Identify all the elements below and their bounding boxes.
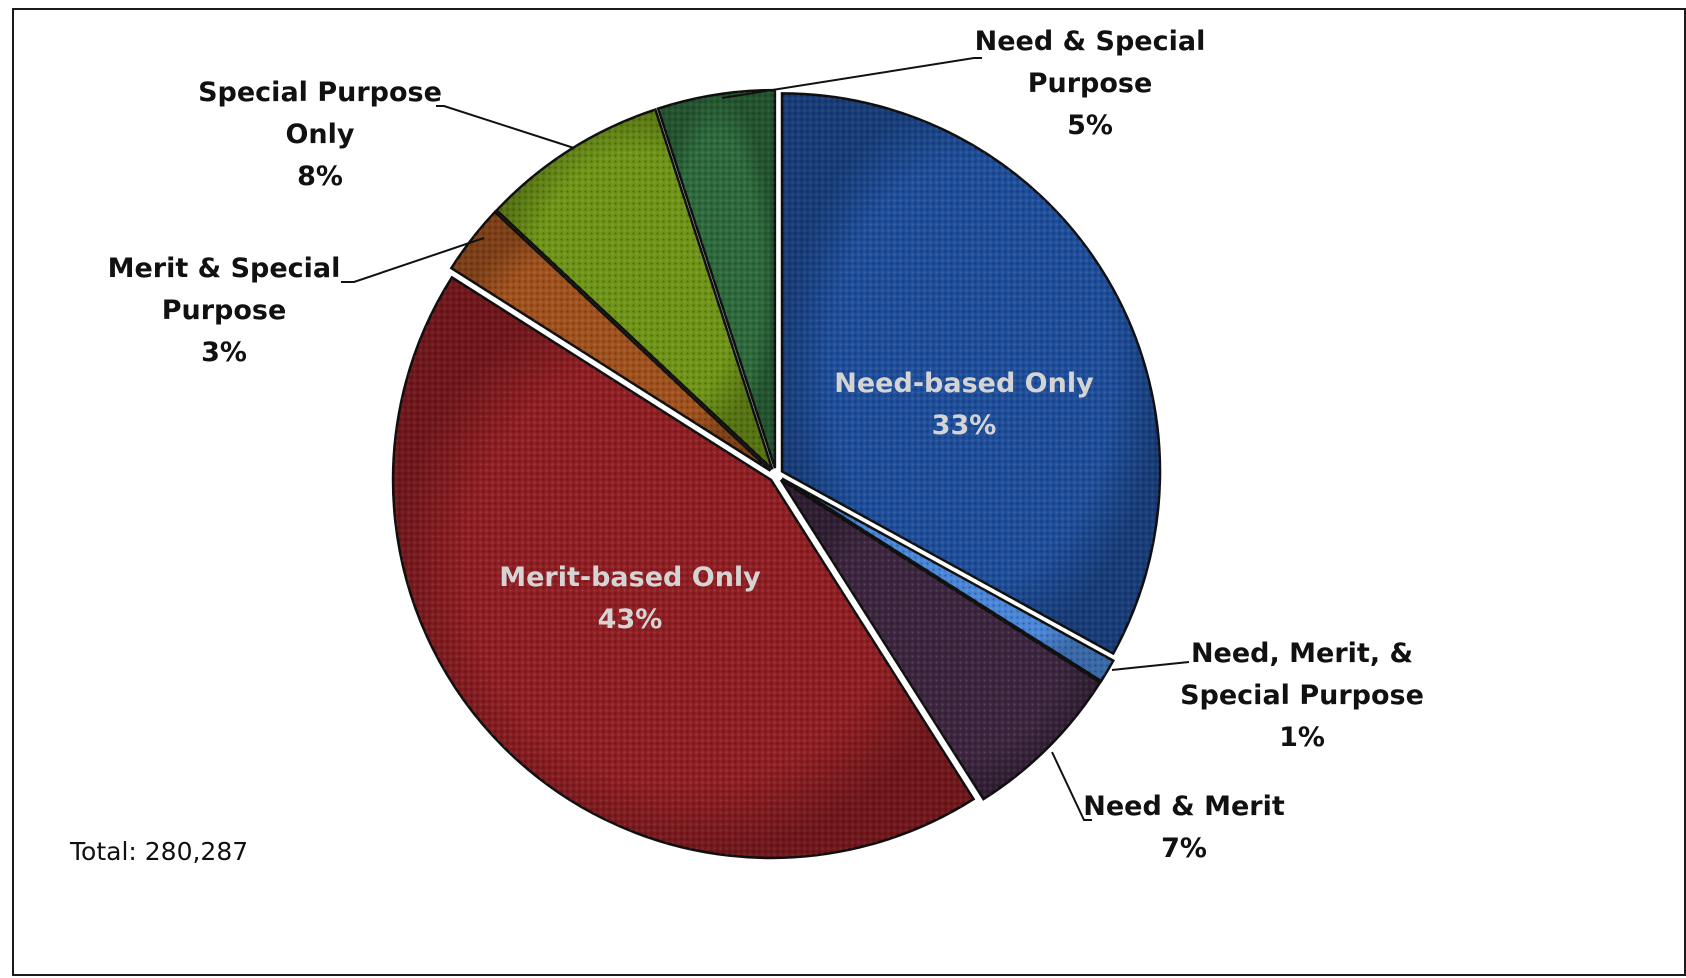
leader-line-need-merit — [1051, 751, 1092, 821]
pie-chart: Need-based Only 33% Need, Merit, & Special … — [69, 26, 1424, 866]
slice-labels: Need-based Only 33% Need, Merit, & Special … — [108, 26, 1424, 864]
slice-label-sp-only: Special Purpose Only 8% — [198, 77, 442, 192]
slice-label-line: Only — [285, 119, 354, 150]
slice-label-line: 3% — [201, 337, 247, 368]
pie-slice-merit-based — [391, 275, 976, 860]
slice-label-line: 1% — [1279, 722, 1325, 753]
pie-slices — [391, 88, 1162, 860]
pie-slice-need-based — [780, 92, 1162, 656]
leader-line-merit-sp — [341, 237, 485, 283]
slice-label-line: Need, Merit, & — [1191, 638, 1413, 669]
pie-slice-nmsp — [781, 477, 1115, 683]
slice-label-merit-sp: Merit & Special Purpose 3% — [108, 253, 341, 368]
slice-label-line: Merit-based Only — [499, 562, 761, 593]
slice-label-nmsp: Need, Merit, & Special Purpose 1% — [1180, 638, 1424, 753]
leader-line-sp-only — [436, 105, 575, 149]
slice-label-line: Special Purpose — [1180, 680, 1424, 711]
slice-label-merit-based: Merit-based Only 43% — [499, 562, 761, 635]
slice-label-need-sp: Need & Special Purpose 5% — [975, 26, 1206, 141]
total-annotation: Total: 280,287 — [69, 837, 248, 866]
slice-label-line: Need & Merit — [1083, 791, 1285, 822]
chart-frame: Need-based Only 33% Need, Merit, & Special … — [12, 8, 1686, 976]
pie-slice-sp-only — [494, 108, 774, 471]
leader-lines — [341, 57, 1190, 821]
slice-label-line: 33% — [932, 410, 997, 441]
slice-label-line: Merit & Special — [108, 253, 341, 284]
slice-label-line: 7% — [1161, 833, 1207, 864]
slice-label-need-merit: Need & Merit 7% — [1083, 791, 1285, 864]
slice-label-line: 8% — [297, 161, 343, 192]
pie-slice-need-sp — [656, 88, 777, 469]
slice-label-line: Need-based Only — [834, 368, 1094, 399]
leader-line-nmsp — [1111, 661, 1190, 671]
slice-label-line: Special Purpose — [198, 77, 442, 108]
slice-label-need-based: Need-based Only 33% — [834, 368, 1094, 441]
slice-label-line: 43% — [598, 604, 663, 635]
slice-label-line: Purpose — [1028, 68, 1153, 99]
slice-label-line: 5% — [1067, 110, 1113, 141]
pie-slice-merit-sp — [449, 210, 772, 472]
leader-line-need-sp — [721, 57, 982, 99]
slice-label-line: Purpose — [162, 295, 287, 326]
pie-slice-need-merit — [779, 478, 1102, 801]
slice-label-line: Need & Special — [975, 26, 1206, 57]
